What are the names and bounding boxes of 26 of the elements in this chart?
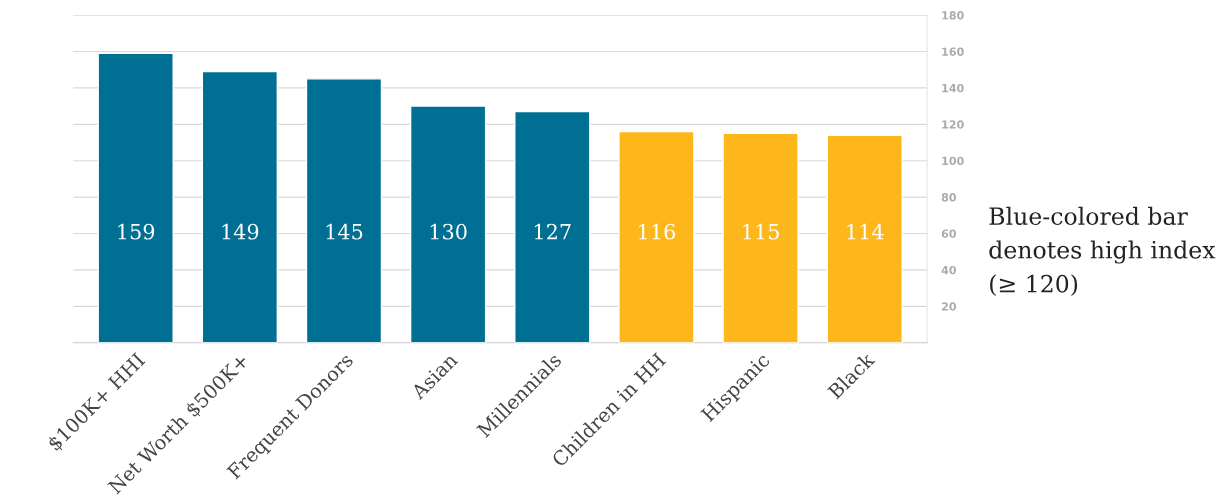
data-label: 116	[639, 223, 675, 240]
y-tick-label: 180	[942, 11, 964, 20]
y-tick-label: 120	[942, 120, 964, 129]
bar	[722, 132, 799, 343]
y-tick-label: 80	[941, 193, 957, 202]
y-tick-label: 140	[942, 83, 964, 93]
bar	[618, 130, 695, 343]
bar	[514, 110, 591, 343]
bar	[201, 70, 279, 343]
data-label: 149	[222, 223, 259, 240]
bar	[305, 78, 383, 343]
data-label: 114	[847, 223, 884, 240]
bar	[97, 52, 174, 343]
y-tick-label: 60	[941, 229, 957, 238]
y-tick-label: 40	[941, 265, 957, 275]
data-label: 159	[118, 223, 155, 240]
data-label: 145	[326, 223, 363, 240]
text: Blue-colored bar denotes high index (≥ 120)	[989, 206, 1216, 296]
bar	[409, 105, 487, 343]
bar	[826, 134, 903, 343]
data-label: 127	[534, 223, 571, 240]
data-label: 130	[430, 223, 467, 240]
y-tick-label: 160	[942, 47, 964, 56]
y-tick-label: 20	[941, 302, 957, 311]
y-tick-label: 100	[942, 156, 964, 166]
data-label: 115	[743, 223, 779, 240]
